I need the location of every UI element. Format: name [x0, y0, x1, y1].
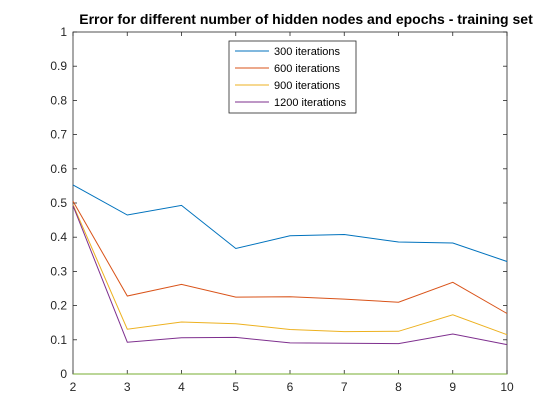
y-tick-label: 0.6 [50, 162, 67, 176]
legend-label: 300 iterations [274, 46, 341, 58]
x-tick-label: 9 [449, 380, 456, 394]
y-tick-label: 1 [60, 25, 67, 39]
y-tick-label: 0.8 [50, 93, 67, 107]
series-line-3 [72, 204, 508, 336]
x-tick-label: 10 [500, 380, 514, 394]
series-line-4 [72, 205, 508, 346]
y-tick-label: 0.9 [50, 59, 67, 73]
x-tick-label: 6 [287, 380, 294, 394]
chart-title: Error for different number of hidden nod… [79, 11, 533, 27]
y-tick-label: 0 [60, 367, 67, 381]
x-tick-label: 2 [70, 380, 77, 394]
x-tick-label: 3 [124, 380, 131, 394]
plot-area: 2 3 4 5 6 7 8 9 10 0 0.1 0.2 0.3 0.4 0.5 0.6 0.7 0.8 0.9 1 [50, 25, 514, 394]
y-tick-label: 0.3 [50, 264, 67, 278]
series-line-1 [72, 184, 508, 262]
x-tick-label: 4 [178, 380, 185, 394]
y-tick-label: 0.4 [50, 230, 67, 244]
legend-box [228, 40, 357, 114]
y-tick-label: 0.7 [50, 128, 67, 142]
legend-label: 900 iterations [274, 80, 341, 92]
y-tick-label: 0.5 [50, 196, 67, 210]
legend: 300 iterations 600 iterations 900 iteratio… [228, 40, 357, 114]
x-tick-label: 8 [395, 380, 402, 394]
x-tick-label: 5 [232, 380, 239, 394]
x-tick-label: 7 [341, 380, 348, 394]
series-line-2 [72, 201, 508, 314]
legend-label: 1200 iterations [274, 97, 347, 109]
legend-label: 600 iterations [274, 63, 341, 75]
y-tick-label: 0.2 [50, 299, 67, 313]
y-tick-label: 0.1 [50, 333, 67, 347]
